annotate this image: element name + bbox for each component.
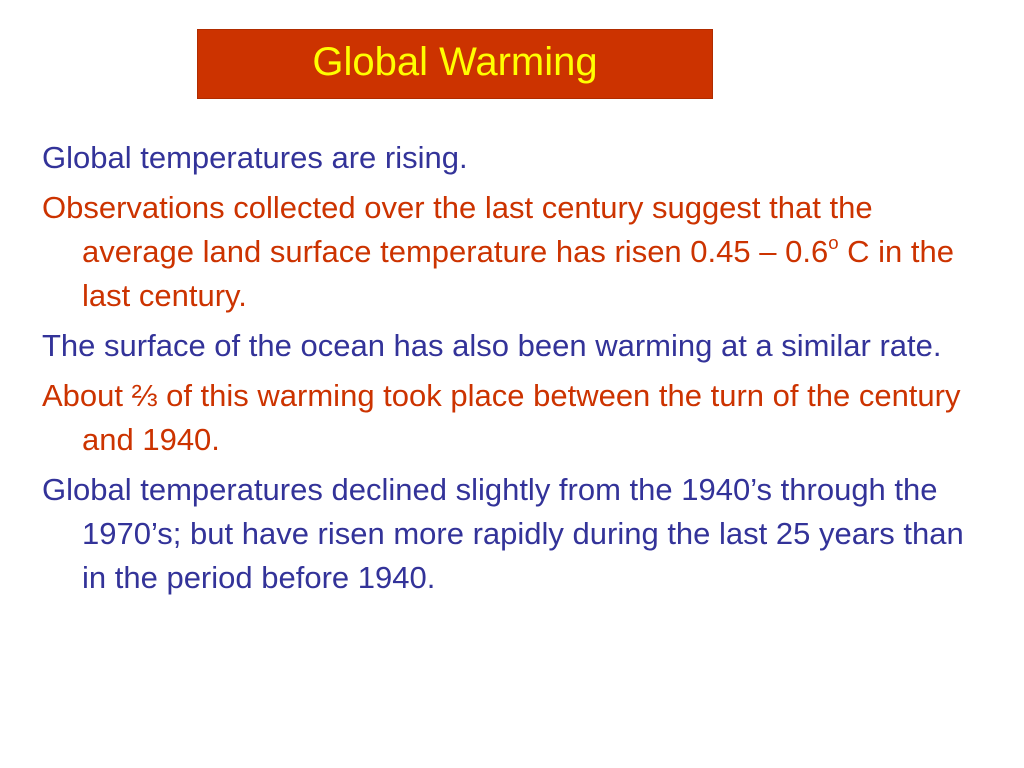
paragraph-warming-before-1940: About ⅔ of this warming took place betwe… (42, 378, 961, 457)
paragraph-land-text-before: Observations collected over the last cen… (42, 190, 873, 269)
paragraph-temperatures-rising: Global temperatures are rising. (42, 140, 468, 175)
slide-body: Global temperatures are rising. Observat… (42, 136, 992, 606)
degree-superscript: o (828, 231, 839, 253)
paragraph-land-text-after: C in the last century. (82, 234, 954, 313)
paragraph-land-surface-observations: Observations collected over the last cen… (42, 186, 992, 318)
slide-title: Global Warming (312, 40, 598, 84)
paragraph-ocean-warming: The surface of the ocean has also been w… (42, 328, 942, 363)
title-banner: Global Warming (197, 29, 713, 99)
paragraph-temperature-trend: Global temperatures declined slightly fr… (42, 472, 964, 595)
